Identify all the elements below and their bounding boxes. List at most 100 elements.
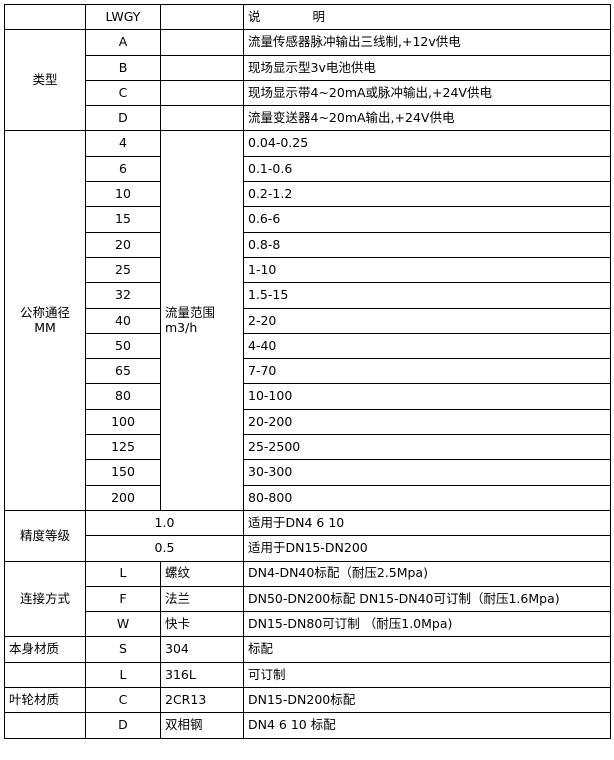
accuracy-desc-1: 适用于DN4 6 10 xyxy=(243,509,611,537)
specification-table: LWGY 说明 类型 A 流量传感器脉冲输出三线制,+12v供电 B 现场显示型… xyxy=(4,3,611,739)
connection-desc-l: DN4-DN40标配（耐压2.5Mpa) xyxy=(243,560,611,587)
type-name-b xyxy=(160,54,244,81)
connection-name-l: 螺纹 xyxy=(160,560,244,587)
impeller-material-code-d: D xyxy=(85,712,161,739)
connection-name-w: 快卡 xyxy=(160,611,244,638)
diameter-code-40: 40 xyxy=(85,307,161,334)
table-row: 100 20-200 xyxy=(5,408,611,436)
section-label-body-material: 本身材质 xyxy=(4,636,86,663)
table-row: 20 0.8-8 xyxy=(5,231,611,258)
body-material-desc-l: 可订制 xyxy=(243,661,611,689)
flow-range-unit-cell: 流量范围 m3/h xyxy=(160,130,244,511)
type-name-d xyxy=(160,105,244,132)
type-code-a: A xyxy=(85,29,161,56)
accuracy-value-1: 1.0 xyxy=(85,509,244,537)
diameter-code-150: 150 xyxy=(85,459,161,486)
table-row: 32 1.5-15 xyxy=(5,282,611,309)
flow-range-unit: m3/h xyxy=(165,319,198,335)
type-desc-c: 现场显示带4~20mA或脉冲输出,+24V供电 xyxy=(243,79,611,107)
flow-value-4: 0.04-0.25 xyxy=(243,130,611,157)
table-row: 65 7-70 xyxy=(5,358,611,385)
body-material-blank-label xyxy=(4,661,86,689)
body-material-code-l: L xyxy=(85,661,161,689)
type-desc-a: 流量传感器脉冲输出三线制,+12v供电 xyxy=(243,29,611,56)
diameter-code-6: 6 xyxy=(85,155,161,183)
nominal-diameter-label-line1: 公称通径 xyxy=(19,305,70,321)
table-row: 125 25-2500 xyxy=(5,434,611,461)
table-row: 连接方式 L 螺纹 DN4-DN40标配（耐压2.5Mpa) xyxy=(4,560,611,638)
section-label-accuracy-grade: 精度等级 xyxy=(4,509,86,562)
table-row: 15 0.6-6 xyxy=(5,206,611,233)
table-row: 80 10-100 xyxy=(5,383,611,410)
type-code-b: B xyxy=(85,54,161,81)
table-row: 公称通径 MM 4 流量范围 m3/h 0.04-0.25 xyxy=(4,130,611,511)
table-row: 150 30-300 xyxy=(5,459,611,486)
header-blank2-cell xyxy=(160,3,244,31)
section-label-connection-type: 连接方式 xyxy=(4,560,86,638)
diameter-code-10: 10 xyxy=(85,181,161,208)
accuracy-value-2: 0.5 xyxy=(85,535,244,562)
diameter-code-200: 200 xyxy=(85,484,161,511)
connection-desc-w: DN15-DN80可订制 （耐压1.0Mpa) xyxy=(243,611,611,638)
accuracy-desc-2: 适用于DN15-DN200 xyxy=(243,535,611,562)
flow-value-6: 0.1-0.6 xyxy=(243,155,611,183)
table-row: 10 0.2-1.2 xyxy=(5,181,611,208)
table-row: C 现场显示带4~20mA或脉冲输出,+24V供电 xyxy=(5,79,611,107)
connection-desc-f: DN50-DN200标配 DN15-DN40可订制（耐压1.6Mpa) xyxy=(243,585,611,613)
section-label-nominal-diameter: 公称通径 MM xyxy=(4,130,86,511)
table-row: 本身材质 S 304 标配 xyxy=(4,636,611,663)
flow-value-200: 80-800 xyxy=(243,484,611,511)
diameter-code-20: 20 xyxy=(85,231,161,258)
flow-value-65: 7-70 xyxy=(243,358,611,385)
body-material-name-s: 304 xyxy=(160,636,244,663)
section-label-type: 类型 xyxy=(4,29,86,132)
header-model-cell: LWGY xyxy=(85,3,161,31)
flow-value-20: 0.8-8 xyxy=(243,231,611,258)
table-row: 叶轮材质 C 2CR13 DN15-DN200标配 xyxy=(4,687,611,714)
flow-range-label: 流量范围 xyxy=(165,305,216,321)
table-row: 类型 A 流量传感器脉冲输出三线制,+12v供电 xyxy=(4,29,611,132)
flow-value-150: 30-300 xyxy=(243,459,611,486)
diameter-code-32: 32 xyxy=(85,282,161,309)
flow-value-100: 20-200 xyxy=(243,408,611,436)
diameter-code-50: 50 xyxy=(85,332,161,360)
section-label-impeller-material: 叶轮材质 xyxy=(4,687,86,714)
impeller-material-code-c: C xyxy=(85,687,161,714)
header-description-part1: 说 xyxy=(248,8,261,24)
diameter-code-25: 25 xyxy=(85,256,161,284)
header-description-part2: 明 xyxy=(312,8,326,24)
diameter-code-4: 4 xyxy=(85,130,161,157)
type-code-d: D xyxy=(85,105,161,132)
diameter-code-125: 125 xyxy=(85,434,161,461)
header-blank-cell xyxy=(4,3,86,31)
body-material-code-s: S xyxy=(85,636,161,663)
type-name-c xyxy=(160,79,244,107)
table-row: F 法兰 DN50-DN200标配 DN15-DN40可订制（耐压1.6Mpa) xyxy=(5,585,611,613)
flow-value-15: 0.6-6 xyxy=(243,206,611,233)
table-row: 6 0.1-0.6 xyxy=(5,155,611,183)
table-row: B 现场显示型3v电池供电 xyxy=(5,54,611,81)
table-row: D 流量变送器4~20mA输出,+24V供电 xyxy=(5,105,611,132)
table-row: 25 1-10 xyxy=(5,256,611,284)
flow-value-10: 0.2-1.2 xyxy=(243,181,611,208)
diameter-code-80: 80 xyxy=(85,383,161,410)
diameter-code-15: 15 xyxy=(85,206,161,233)
header-description-cell: 说明 xyxy=(243,3,611,31)
table-row: 50 4-40 xyxy=(5,332,611,360)
nominal-diameter-label-line2: MM xyxy=(34,319,56,335)
connection-code-w: W xyxy=(85,611,161,638)
impeller-material-desc-c: DN15-DN200标配 xyxy=(243,687,611,714)
type-name-a xyxy=(160,29,244,56)
flow-value-32: 1.5-15 xyxy=(243,282,611,309)
connection-name-f: 法兰 xyxy=(160,585,244,613)
table-row: 40 2-20 xyxy=(5,307,611,334)
connection-code-l: L xyxy=(85,560,161,587)
body-material-name-l: 316L xyxy=(160,661,244,689)
table-row: 200 80-800 xyxy=(5,484,611,511)
impeller-material-name-c: 2CR13 xyxy=(160,687,244,714)
impeller-material-desc-d: DN4 6 10 标配 xyxy=(243,712,611,739)
impeller-material-name-d: 双相钢 xyxy=(160,712,244,739)
body-material-desc-s: 标配 xyxy=(243,636,611,663)
diameter-code-65: 65 xyxy=(85,358,161,385)
table-row: L 316L 可订制 xyxy=(4,661,611,689)
